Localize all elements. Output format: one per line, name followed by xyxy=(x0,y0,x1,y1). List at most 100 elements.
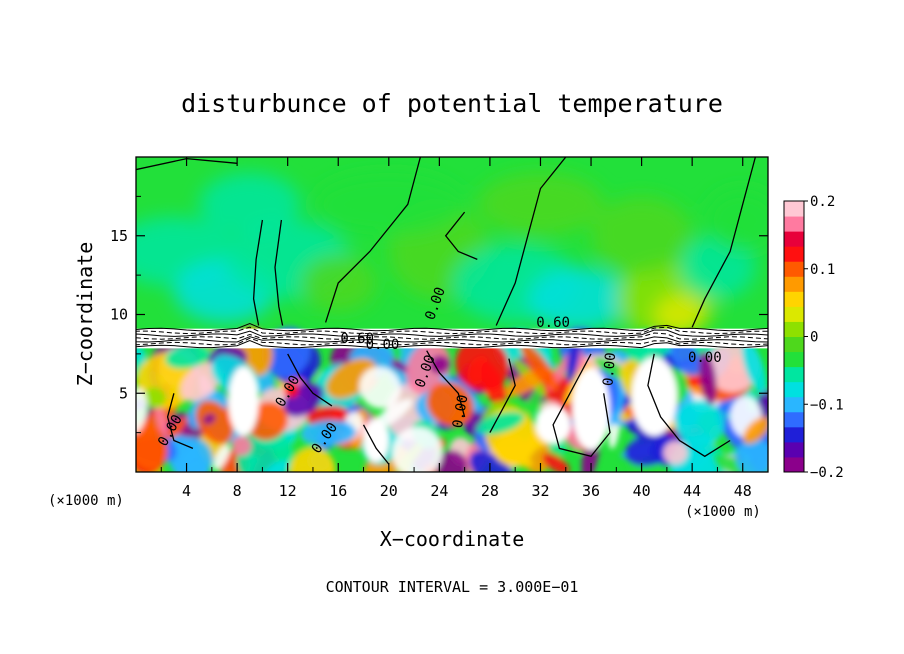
field-blob xyxy=(520,343,559,391)
lower-field xyxy=(136,326,768,472)
contour-line xyxy=(287,353,333,407)
x-tick-label: 48 xyxy=(734,482,752,500)
plot-area xyxy=(136,157,768,472)
plume xyxy=(228,366,259,436)
x-tick-label: 4 xyxy=(182,482,191,500)
field-blob xyxy=(231,436,252,456)
contour-line xyxy=(166,393,194,450)
inversion-band xyxy=(136,322,768,349)
contour-line xyxy=(647,353,731,458)
field-blob xyxy=(289,447,336,472)
colorbar-swatch xyxy=(784,306,804,322)
x-axis-label: X−coordinate xyxy=(380,527,525,551)
field-blob xyxy=(525,387,543,416)
field-blob xyxy=(476,411,525,435)
field-blob xyxy=(426,382,474,427)
x-tick-label: 16 xyxy=(329,482,347,500)
x-tick-label: 32 xyxy=(531,482,549,500)
colorbar-swatch xyxy=(784,351,804,368)
y-axis: 5 10 15 xyxy=(110,195,768,434)
contour-line xyxy=(362,424,390,465)
colorbar-swatch xyxy=(784,321,804,337)
colorbar-tick-label: 0 xyxy=(810,330,818,346)
colorbar: 0.2 0.1 0 −0.1 −0.2 xyxy=(783,194,844,481)
field-blob xyxy=(712,455,763,472)
y-axis-label: Z−coordinate xyxy=(73,242,97,387)
field-blob xyxy=(542,453,570,472)
y-tick-label: 5 xyxy=(119,384,128,402)
colorbar-swatch xyxy=(784,261,804,277)
field-blob xyxy=(704,188,768,252)
x-unit-left: (×1000 m) xyxy=(48,493,124,509)
inversion-contour xyxy=(136,322,768,332)
contour-lines xyxy=(136,157,757,465)
colorbar-tick-label: −0.1 xyxy=(810,397,844,413)
colorbar-swatch xyxy=(784,456,804,473)
field-blob xyxy=(136,421,168,471)
field-blob xyxy=(312,172,465,236)
field-blob xyxy=(154,400,168,437)
contour-label: 0.60 xyxy=(340,331,374,347)
field-blob xyxy=(429,355,450,374)
inversion-contour xyxy=(136,336,768,343)
contour-label: 0.00 xyxy=(450,393,472,429)
y-tick-label: 10 xyxy=(110,306,128,324)
colorbar-swatch xyxy=(784,366,804,383)
field-blob xyxy=(735,438,768,472)
field-blob xyxy=(492,434,531,467)
x-tick-label: 40 xyxy=(633,482,651,500)
inversion-layer xyxy=(136,328,768,349)
field-blob xyxy=(481,362,507,408)
x-tick-label: 24 xyxy=(430,482,448,500)
contour-line xyxy=(495,157,567,326)
x-tick-label: 28 xyxy=(481,482,499,500)
inversion-contour xyxy=(136,329,768,337)
upper-blobs xyxy=(136,172,768,339)
colorbar-tick-label: 0.2 xyxy=(810,194,835,210)
field-blob xyxy=(654,294,705,335)
x-tick-label: 8 xyxy=(233,482,242,500)
contour-label: 0.00 xyxy=(366,337,400,353)
colorbar-swatch xyxy=(784,216,804,232)
contour-line xyxy=(426,350,466,418)
x-tick-label: 44 xyxy=(683,482,701,500)
colorbar-swatch xyxy=(784,201,804,217)
field-blob xyxy=(679,235,756,299)
field-blob xyxy=(301,420,356,446)
colorbar-swatch xyxy=(784,411,804,428)
field-blob xyxy=(625,432,676,467)
field-blob xyxy=(741,339,767,395)
colorbar-swatch xyxy=(784,396,804,413)
field-blob xyxy=(212,444,231,471)
plume xyxy=(572,368,610,450)
field-blob xyxy=(663,440,688,465)
x-unit-right: (×1000 m) xyxy=(685,504,761,520)
contour-line xyxy=(274,219,284,326)
contour-line xyxy=(552,353,611,458)
field-blob xyxy=(165,344,211,369)
contour-line xyxy=(252,219,264,326)
field-blob xyxy=(180,362,222,402)
field-blob xyxy=(169,434,210,472)
inversion-contour xyxy=(136,339,768,349)
field-blob xyxy=(477,172,604,236)
colorbar-swatch xyxy=(784,336,804,353)
inversion-contour xyxy=(136,337,768,346)
field-blob xyxy=(435,450,468,472)
x-tick-label: 12 xyxy=(279,482,297,500)
inversion-contour xyxy=(136,326,768,335)
plume xyxy=(363,418,389,463)
colorbar-swatch xyxy=(784,426,804,443)
contour-line xyxy=(691,157,757,328)
field-blob xyxy=(359,366,402,409)
contour-label: 0.00 xyxy=(600,352,619,387)
contour-interval-note: CONTOUR INTERVAL = 3.000E−01 xyxy=(326,578,579,596)
field-blob xyxy=(527,267,629,331)
contour-line xyxy=(489,358,516,433)
upper-field xyxy=(136,157,768,339)
colorbar-swatch xyxy=(784,246,804,262)
field-blob xyxy=(674,400,725,447)
field-blob xyxy=(743,416,768,444)
field-blob xyxy=(202,413,216,425)
